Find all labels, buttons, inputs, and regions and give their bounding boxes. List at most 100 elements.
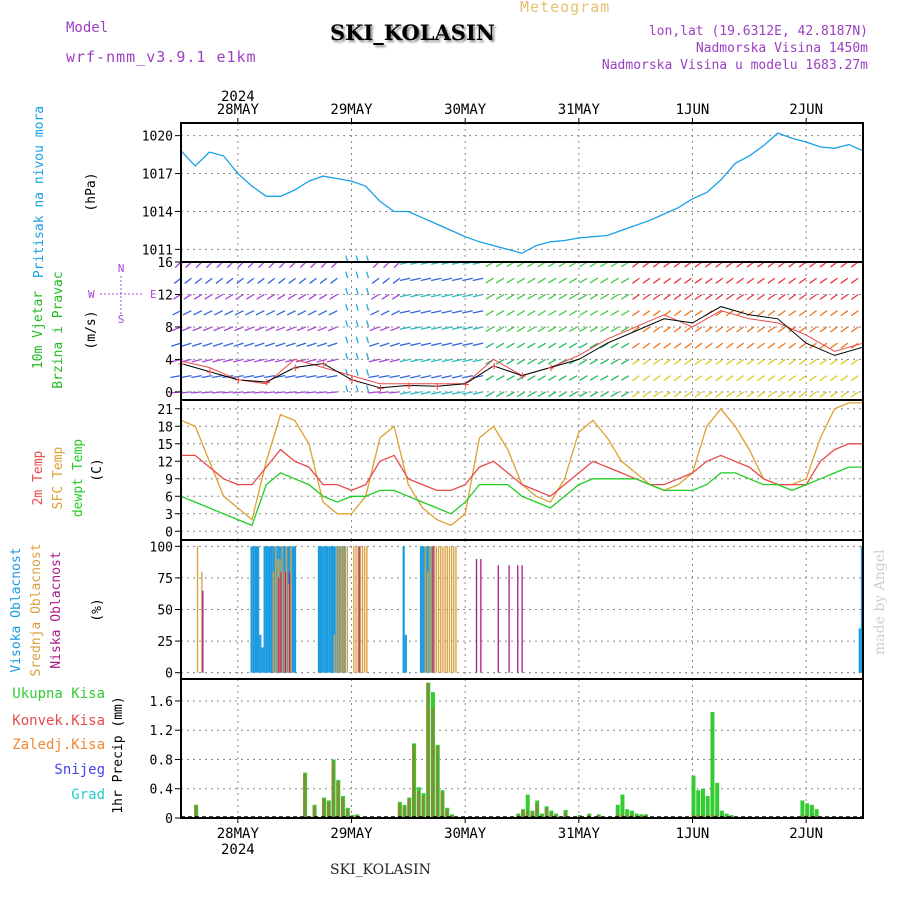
- wind-barb: [610, 277, 619, 284]
- wind-barb: [777, 326, 786, 333]
- date-label-top: 28MAY: [217, 102, 260, 118]
- wind-barb: [355, 336, 359, 344]
- compass-east: E: [150, 288, 157, 301]
- wind-barb: [547, 358, 557, 365]
- wind-barb: [277, 293, 286, 300]
- wind-barb: [829, 375, 838, 382]
- wind-barb: [767, 358, 776, 365]
- wind-barb: [441, 277, 453, 282]
- wind-barb: [715, 326, 724, 333]
- wind-barb: [495, 358, 505, 365]
- wind-speed-marker: +: [547, 361, 554, 375]
- compass-south: S: [118, 313, 125, 326]
- precip-conv-bar: [525, 810, 529, 818]
- wind-barb: [441, 293, 453, 298]
- wind-speed-marker: +: [462, 377, 469, 391]
- cloud-low-bar: [358, 546, 360, 673]
- wind-barb: [788, 277, 797, 284]
- wind-barb: [451, 358, 463, 363]
- wind-barb: [234, 310, 244, 316]
- wind-barb: [366, 368, 370, 376]
- wind-barb: [757, 326, 765, 333]
- precip-conv-bar: [639, 815, 643, 818]
- wind-barb: [285, 342, 296, 347]
- wind-barb: [399, 358, 411, 363]
- cloud-mid-label: Srednja Oblacnost: [29, 543, 44, 676]
- chart-title: SKI_KOLASIN: [330, 20, 495, 45]
- wind-barb: [410, 391, 421, 395]
- wind-barb: [558, 293, 567, 300]
- wind-barb: [715, 358, 724, 365]
- wind-barb: [568, 391, 578, 398]
- wind-barb: [840, 375, 849, 382]
- wind-barb: [506, 342, 515, 349]
- wind-barb: [328, 310, 338, 316]
- wind-barb: [715, 342, 724, 349]
- wind-barb: [378, 375, 390, 379]
- wind-barb: [330, 277, 338, 284]
- wind-barb: [610, 358, 619, 365]
- wind-barb: [441, 326, 453, 330]
- wind-barb: [652, 391, 661, 398]
- wind-barb: [620, 277, 630, 284]
- wind-barb: [819, 277, 828, 284]
- wind-barb: [632, 326, 640, 333]
- wind-barb: [410, 358, 421, 363]
- wind-barb: [568, 375, 578, 381]
- wind-barb: [212, 358, 223, 363]
- cloud-high-bar: [261, 647, 264, 673]
- wind-barb: [819, 326, 828, 333]
- precip-unit-label: 1hr Precip (mm): [111, 696, 126, 813]
- wind-barb: [298, 293, 307, 300]
- wind-barb: [694, 293, 703, 301]
- precip-legend-4: Grad: [71, 787, 105, 803]
- precip-conv-bar: [710, 814, 714, 818]
- wind-barb: [392, 277, 401, 284]
- wind-barb: [472, 342, 484, 347]
- precip-ytick-label: 0.4: [150, 783, 174, 798]
- wind-barb: [201, 391, 213, 394]
- wind-barb: [840, 391, 849, 398]
- wind-barb: [266, 293, 276, 300]
- wind-barb: [798, 277, 807, 284]
- wind-barb: [516, 326, 526, 333]
- wind-barb: [495, 293, 505, 300]
- wind-barb: [829, 326, 838, 333]
- wind-barb: [610, 375, 619, 381]
- wind-barb: [399, 326, 411, 330]
- precip-conv-bar: [800, 815, 804, 818]
- precip-conv-bar: [535, 803, 539, 818]
- wind-barb: [246, 277, 255, 284]
- cloud-high-bar: [330, 546, 334, 673]
- wind-barb: [234, 326, 244, 332]
- wind-barb: [600, 326, 609, 333]
- cloud-high-bar: [419, 546, 423, 673]
- wind-barb: [451, 342, 463, 347]
- wind-barb: [495, 326, 505, 333]
- wind-barb: [527, 375, 536, 381]
- wind-barb: [725, 293, 734, 301]
- wind-barb: [420, 326, 432, 330]
- wind-barb: [589, 310, 599, 316]
- wind-barb: [537, 326, 547, 333]
- wind-speed-marker: +: [320, 356, 327, 370]
- wind-barb: [547, 375, 557, 381]
- wind-barb: [819, 310, 828, 317]
- wind-barb: [472, 277, 484, 282]
- wind-barb: [798, 358, 807, 365]
- precip-conv-bar: [397, 803, 401, 818]
- cloud-high-bar: [257, 546, 260, 673]
- wind-barb: [267, 277, 276, 284]
- wind-barb: [642, 293, 651, 301]
- pressure-ytick-label: 1014: [142, 205, 173, 220]
- wind-barb: [684, 391, 692, 398]
- wind-barb: [652, 293, 661, 301]
- cloud-high-bar: [293, 546, 297, 673]
- wind-barb: [420, 277, 432, 282]
- wind-barb: [462, 375, 473, 379]
- cloud-ytick-label: 0: [165, 667, 173, 682]
- wind-barb: [547, 391, 557, 398]
- pressure-frame: [180, 122, 864, 263]
- wind-barb: [257, 277, 265, 284]
- precip-conv-bar: [521, 810, 524, 818]
